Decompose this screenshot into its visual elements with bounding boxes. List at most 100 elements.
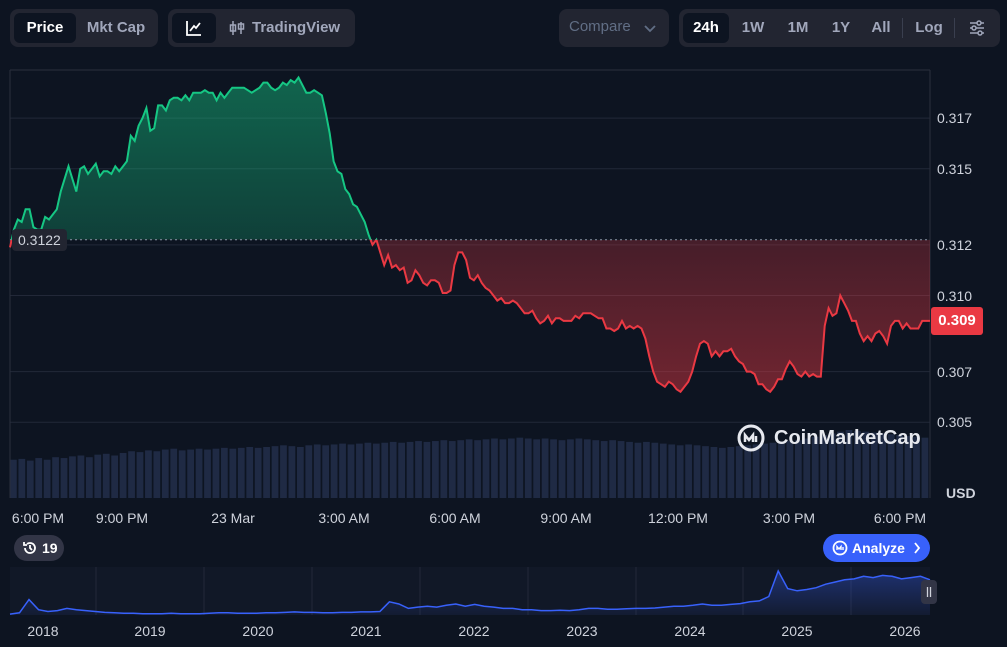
year-label: 2026: [889, 623, 921, 639]
volume-bar: [643, 441, 650, 498]
range-all-button[interactable]: All: [871, 19, 891, 36]
year-label: 2019: [134, 623, 166, 639]
overview-area: [10, 571, 930, 615]
volume-bar: [752, 444, 760, 498]
year-label: 2021: [350, 623, 382, 639]
candlestick-icon: [229, 21, 245, 35]
range-1w-button[interactable]: 1W: [741, 19, 765, 36]
overview-drag-handle[interactable]: [921, 580, 937, 604]
volume-bar: [145, 450, 152, 498]
volume-bar: [128, 451, 135, 498]
volume-bar: [18, 458, 26, 498]
volume-bar: [482, 439, 490, 498]
volume-bar: [229, 448, 237, 498]
volume-bar: [803, 438, 811, 498]
volume-bar: [187, 449, 194, 498]
volume-bar: [339, 443, 346, 498]
volume-bar: [575, 438, 583, 498]
volume-bar: [406, 441, 414, 498]
volume-bar: [465, 439, 473, 498]
overview-line: [9, 569, 931, 615]
volume-bar: [870, 432, 878, 498]
volume-bar: [398, 442, 406, 498]
volume-bar: [102, 453, 110, 498]
year-label: 2018: [27, 623, 59, 639]
volume-bar: [702, 446, 709, 498]
coinmarketcap-icon: [832, 540, 848, 556]
volume-bar: [204, 449, 211, 498]
x-tick-label: 23 Mar: [211, 510, 255, 526]
volume-bar: [423, 441, 431, 498]
volume-bar: [280, 445, 287, 498]
volume-bar: [415, 441, 422, 498]
volume-bar: [448, 441, 456, 498]
volume-bar: [617, 441, 625, 498]
compare-label: Compare: [569, 18, 631, 35]
volume-bar: [153, 451, 161, 498]
year-label: 2020: [242, 623, 274, 639]
volume-bar: [718, 447, 726, 498]
x-tick-label: 6:00 AM: [429, 510, 481, 526]
volume-bar: [212, 448, 220, 498]
chevron-down-icon: [644, 25, 656, 33]
volume-bar: [85, 457, 93, 498]
chart-type-toggle: TradingView: [168, 9, 355, 47]
volume-bar: [786, 441, 794, 498]
price-tab[interactable]: Price: [14, 13, 76, 43]
log-divider: [954, 18, 955, 38]
volume-bar: [347, 444, 355, 498]
volume-bar: [735, 446, 743, 498]
analyze-label: Analyze: [852, 540, 905, 556]
volume-bar: [896, 435, 903, 498]
volume-bar: [811, 436, 819, 498]
volume-bar: [854, 430, 861, 498]
line-chart-button[interactable]: [172, 13, 216, 43]
volume-bars: [10, 430, 929, 498]
history-badge[interactable]: 19: [14, 535, 64, 561]
volume-bar: [744, 445, 752, 498]
volume-bar: [170, 448, 178, 498]
volume-bar: [136, 452, 144, 498]
y-tick-label: 0.317: [937, 110, 973, 127]
volume-bar: [474, 440, 481, 498]
volume-bar: [659, 443, 667, 498]
volume-bar: [372, 443, 380, 498]
log-scale-button[interactable]: Log: [915, 19, 943, 36]
volume-bar: [727, 447, 735, 498]
history-count: 19: [42, 540, 58, 556]
history-icon: [23, 542, 36, 554]
volume-bar: [761, 443, 768, 498]
volume-bar: [668, 444, 676, 498]
x-tick-label: 12:00 PM: [648, 510, 708, 526]
volume-bar: [693, 445, 701, 498]
range-1y-button[interactable]: 1Y: [831, 19, 851, 36]
range-24h-button[interactable]: 24h: [683, 13, 729, 43]
volume-bar: [119, 452, 127, 498]
overview-chart[interactable]: [9, 567, 931, 615]
volume-bar: [921, 437, 929, 498]
watermark-text: CoinMarketCap: [774, 427, 921, 449]
chart-settings-button[interactable]: [959, 13, 995, 43]
mktcap-tab[interactable]: Mkt Cap: [86, 19, 146, 36]
analyze-button[interactable]: Analyze: [823, 534, 930, 562]
volume-bar: [60, 458, 68, 498]
volume-bar: [550, 439, 557, 498]
volume-bar: [271, 446, 279, 498]
price-mktcap-toggle: Price Mkt Cap: [10, 9, 158, 47]
current-price-badge: 0.309: [931, 306, 983, 335]
volume-bar: [879, 433, 887, 498]
compare-dropdown[interactable]: Compare: [559, 9, 669, 47]
range-divider: [902, 18, 903, 38]
x-tick-label: 6:00 PM: [11, 510, 65, 526]
y-tick-label: 0.312: [937, 236, 973, 253]
volume-bar: [837, 431, 844, 498]
volume-bar: [778, 441, 785, 498]
coinmarketcap-logo-icon: [737, 424, 765, 452]
range-1m-button[interactable]: 1M: [787, 19, 809, 36]
volume-bar: [26, 460, 34, 498]
volume-bar: [794, 440, 802, 498]
volume-bar: [516, 437, 524, 498]
y-tick-label: 0.305: [937, 414, 973, 431]
tradingview-button[interactable]: TradingView: [222, 13, 350, 43]
